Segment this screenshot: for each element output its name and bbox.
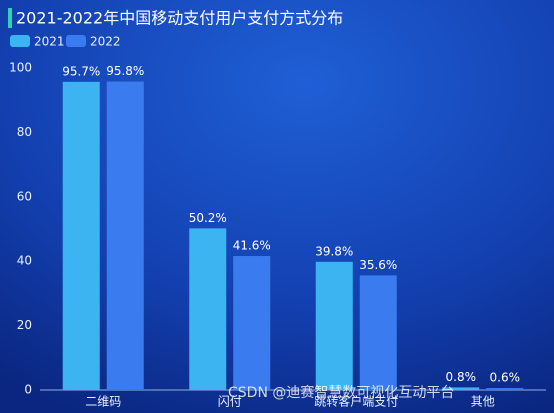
value-label: 0.8% (446, 370, 477, 384)
bar (62, 81, 100, 390)
legend-swatch (66, 35, 86, 47)
x-tick-label: 二维码 (85, 395, 121, 409)
legend-label: 2021 (34, 35, 65, 49)
bar (486, 388, 524, 390)
legend-label: 2022 (90, 35, 121, 49)
y-tick-label: 0 (24, 383, 32, 397)
y-tick-label: 100 (9, 61, 32, 75)
bar (233, 256, 271, 390)
bar (315, 261, 353, 390)
y-tick-label: 80 (17, 125, 32, 139)
value-label: 39.8% (315, 244, 353, 258)
title-accent (8, 8, 12, 28)
y-tick-label: 60 (17, 189, 32, 203)
x-tick-label: 跳转客户端支付 (314, 394, 398, 409)
y-tick-label: 40 (17, 254, 32, 268)
value-label: 95.8% (106, 64, 144, 78)
watermark: CSDN @迪赛智慧数可视化互动平台 (228, 385, 454, 401)
value-label: 0.6% (490, 371, 521, 385)
value-label: 41.6% (233, 239, 271, 253)
bar (359, 275, 397, 390)
bar (106, 81, 144, 391)
bar (442, 387, 480, 390)
y-tick-label: 20 (17, 318, 32, 332)
x-tick-label: 其他 (471, 395, 495, 409)
bar (189, 228, 227, 390)
value-label: 95.7% (62, 64, 100, 78)
value-label: 50.2% (189, 211, 227, 225)
chart-title: 2021-2022年中国移动支付用户支付方式分布 (16, 9, 343, 28)
value-label: 35.6% (359, 258, 397, 272)
legend-swatch (10, 35, 30, 47)
x-tick-label: 闪付 (218, 395, 242, 409)
